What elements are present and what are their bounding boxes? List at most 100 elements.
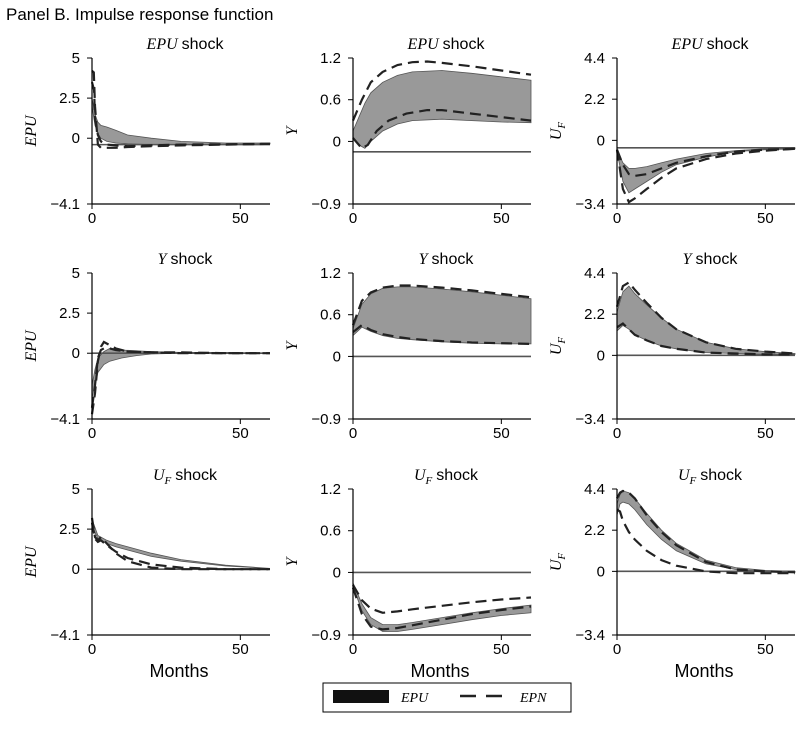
- y-axis-label: Y: [284, 555, 301, 566]
- epu-confidence-band: [352, 582, 532, 632]
- title-suffix: shock: [696, 251, 739, 268]
- var-subscript: F: [556, 337, 568, 345]
- var-name: Y: [284, 555, 301, 566]
- svg-text:UF: UF: [548, 122, 568, 141]
- svg-text:EPU: EPU: [23, 114, 40, 148]
- var-name: U: [414, 467, 427, 484]
- y-tick-label: −4.1: [50, 196, 80, 213]
- y-tick-label: 5: [72, 481, 80, 498]
- var-subscript: F: [425, 475, 433, 487]
- svg-text:UF: UF: [548, 337, 568, 356]
- epn-dashed-line-upper: [351, 60, 532, 122]
- subplot-r0-c2: EPU shock −3.4 0 2.2 4.4 0 50 UF: [548, 36, 796, 227]
- var-subscript: F: [556, 553, 568, 561]
- y-axis-label: UF: [548, 337, 568, 356]
- title-suffix: shock: [175, 467, 218, 484]
- subplot-title: EPU shock: [146, 36, 225, 53]
- x-tick-label: 50: [493, 641, 510, 658]
- x-tick-label: 50: [232, 425, 249, 442]
- title-suffix: shock: [443, 36, 486, 53]
- epn-dashed-line-upper: [91, 69, 271, 149]
- y-tick-label: 0: [72, 561, 80, 578]
- y-tick-label: −3.4: [575, 411, 605, 428]
- y-axis-label: EPU: [23, 545, 40, 579]
- y-tick-label: −0.9: [311, 411, 341, 428]
- y-axis-label: UF: [548, 122, 568, 141]
- var-name: Y: [683, 251, 694, 268]
- x-tick-label: 0: [349, 641, 357, 658]
- y-tick-label: −3.4: [575, 627, 605, 644]
- x-tick-label: 50: [232, 641, 249, 658]
- epu-confidence-band: [91, 347, 271, 399]
- y-tick-label: 0: [333, 133, 341, 150]
- var-subscript: F: [689, 475, 697, 487]
- x-tick-label: 0: [613, 425, 621, 442]
- y-tick-label: 0: [597, 347, 605, 364]
- epn-dashed-line-lower: [90, 81, 271, 148]
- var-subscript: F: [164, 475, 172, 487]
- x-tick-label: 0: [349, 425, 357, 442]
- y-tick-label: 4.4: [584, 50, 605, 67]
- title-suffix: shock: [707, 36, 750, 53]
- epn-dashed-line-lower: [351, 587, 532, 631]
- title-suffix: shock: [171, 251, 214, 268]
- y-tick-label: −3.4: [575, 196, 605, 213]
- x-tick-label: 50: [757, 210, 774, 227]
- subplot-title: UF shock: [678, 467, 743, 487]
- svg-text:Y: Y: [284, 555, 301, 566]
- x-tick-label: 50: [493, 210, 510, 227]
- legend-label-epu: EPU: [400, 691, 429, 706]
- var-name: EPU: [23, 545, 40, 579]
- x-tick-label: 0: [88, 425, 96, 442]
- epn-dashed-line-lower: [90, 347, 270, 408]
- x-tick-label: 0: [613, 210, 621, 227]
- y-tick-label: 0: [72, 345, 80, 362]
- epu-confidence-band: [616, 285, 796, 355]
- y-tick-label: 1.2: [320, 265, 341, 282]
- var-name: U: [678, 467, 691, 484]
- x-axis-label: Months: [674, 661, 733, 681]
- y-tick-label: 2.2: [584, 306, 605, 323]
- legend-label-epn: EPN: [519, 691, 547, 706]
- legend: EPU EPN: [322, 682, 572, 713]
- var-name: EPU: [407, 36, 441, 53]
- y-tick-label: −0.9: [311, 627, 341, 644]
- y-tick-label: 5: [72, 265, 80, 282]
- var-name: EPU: [146, 36, 180, 53]
- subplot-title: EPU shock: [407, 36, 486, 53]
- x-tick-label: 0: [613, 641, 621, 658]
- x-tick-label: 50: [757, 641, 774, 658]
- y-tick-label: 0: [72, 130, 80, 147]
- var-name: U: [548, 127, 565, 140]
- y-tick-label: 4.4: [584, 265, 605, 282]
- title-suffix: shock: [432, 251, 475, 268]
- y-tick-label: 0: [597, 132, 605, 149]
- y-tick-label: 0: [333, 348, 341, 365]
- subplot-title: UF shock: [414, 467, 479, 487]
- var-name: Y: [419, 251, 430, 268]
- y-tick-label: 0.6: [320, 92, 341, 109]
- svg-text:Y: Y: [284, 339, 301, 350]
- epu-confidence-band: [91, 519, 271, 569]
- panel-title: Panel B. Impulse response function: [6, 5, 273, 24]
- x-tick-label: 50: [232, 210, 249, 227]
- y-tick-label: 2.2: [584, 91, 605, 108]
- y-tick-label: −4.1: [50, 411, 80, 428]
- y-tick-label: 2.5: [59, 90, 80, 107]
- y-axis-label: EPU: [23, 114, 40, 148]
- epu-confidence-band: [616, 490, 796, 573]
- epn-dashed-line-upper: [616, 489, 796, 574]
- y-tick-label: −0.9: [311, 196, 341, 213]
- x-tick-label: 0: [88, 641, 96, 658]
- y-tick-label: −4.1: [50, 627, 80, 644]
- y-tick-label: 0.6: [320, 523, 341, 540]
- var-name: Y: [158, 251, 169, 268]
- var-name: EPU: [23, 329, 40, 363]
